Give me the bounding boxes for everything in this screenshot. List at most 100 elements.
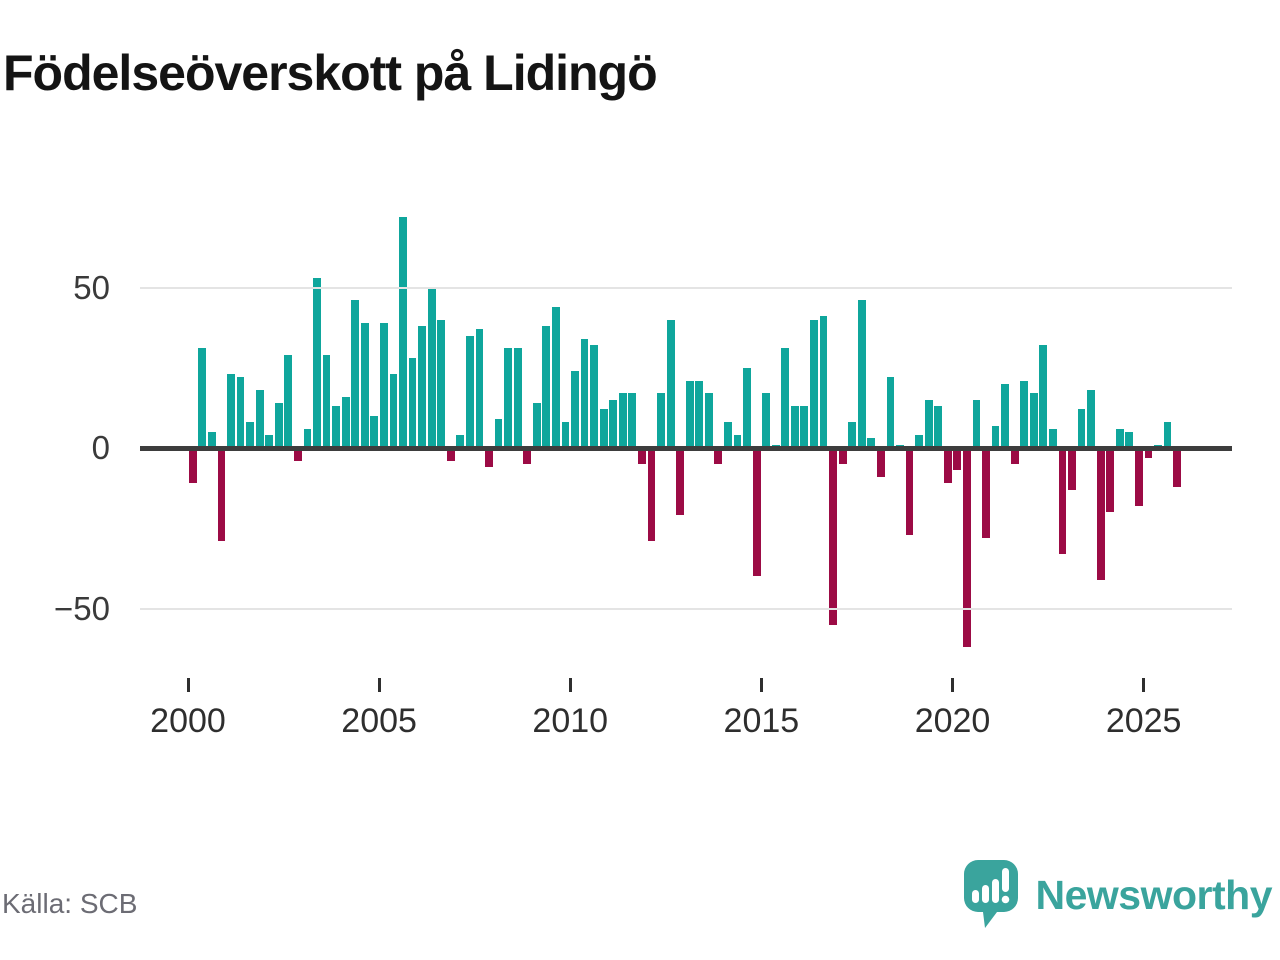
bar-positive xyxy=(685,380,694,448)
x-axis-label: 2000 xyxy=(150,702,226,740)
bar-positive xyxy=(724,422,732,448)
bar-positive xyxy=(666,319,675,448)
bar-positive xyxy=(532,403,541,448)
bar-negative xyxy=(943,448,952,484)
bar-positive xyxy=(733,435,742,448)
bar-positive xyxy=(418,326,427,448)
x-axis-label: 2020 xyxy=(914,702,991,740)
bar-positive xyxy=(790,406,799,448)
bar-positive xyxy=(494,419,503,448)
bar-positive xyxy=(1163,422,1172,448)
speech-bubble-bar-chart-icon xyxy=(963,860,1018,928)
bar-positive xyxy=(743,367,751,448)
bar-positive xyxy=(991,425,1000,448)
bar-negative xyxy=(485,448,493,468)
bar-positive xyxy=(571,370,579,448)
bar-negative xyxy=(1096,448,1105,580)
bar-positive xyxy=(1001,383,1009,448)
chart-title: Födelseöverskott på Lidingö xyxy=(3,45,658,101)
bar-negative xyxy=(1068,448,1076,490)
bar-positive xyxy=(360,322,369,448)
bar-positive xyxy=(628,393,637,448)
bar-positive xyxy=(857,300,866,448)
bar-positive xyxy=(380,322,388,448)
bar-positive xyxy=(590,345,599,448)
bar-negative xyxy=(829,448,837,625)
bar-positive xyxy=(313,277,321,448)
bar-positive xyxy=(265,435,274,448)
bar-negative xyxy=(962,448,971,648)
gridline-50 xyxy=(140,286,1232,289)
bar-positive xyxy=(618,393,627,448)
x-axis-label: 2010 xyxy=(532,702,609,740)
bar-negative xyxy=(982,448,990,538)
bar-positive xyxy=(542,326,551,448)
newsworthy-logo: Newsworthy xyxy=(963,860,1273,930)
x-axis-tick xyxy=(186,678,190,692)
x-axis-label: 2005 xyxy=(341,702,417,740)
bar-positive xyxy=(972,399,981,448)
bar-negative xyxy=(647,448,656,542)
bar-positive xyxy=(810,319,818,448)
bar-positive xyxy=(255,390,264,448)
bar-negative xyxy=(1134,448,1143,506)
bar-positive xyxy=(599,409,608,448)
bar-negative xyxy=(188,448,197,484)
bar-negative xyxy=(293,448,302,461)
bar-positive xyxy=(198,348,207,448)
bar-negative xyxy=(446,448,455,461)
x-axis-tick xyxy=(377,678,381,692)
bar-positive xyxy=(303,428,312,448)
bar-positive xyxy=(1077,409,1086,448)
x-axis-label: 2025 xyxy=(1105,702,1182,740)
bar-positive xyxy=(609,399,618,448)
bar-positive xyxy=(246,422,254,448)
bar-positive xyxy=(437,319,446,448)
brand-name: Newsworthy xyxy=(1035,872,1273,918)
bar-positive xyxy=(704,393,713,448)
bar-negative xyxy=(905,448,914,535)
bar-positive xyxy=(1029,393,1038,448)
bar-positive xyxy=(1087,390,1095,448)
bar-positive xyxy=(886,377,895,448)
bar-positive xyxy=(848,422,857,448)
bar-positive xyxy=(475,329,484,448)
bar-negative xyxy=(1106,448,1115,513)
x-axis-tick xyxy=(1142,678,1146,692)
source-note: Källa: SCB xyxy=(2,888,138,919)
bar-positive xyxy=(924,399,933,448)
bar-positive xyxy=(819,316,828,448)
bar-positive xyxy=(370,415,379,448)
bar-positive xyxy=(513,348,522,448)
bar-positive xyxy=(552,306,560,448)
bar-positive xyxy=(207,431,216,448)
bar-positive xyxy=(389,374,398,448)
bar-positive xyxy=(915,435,923,448)
bar-positive xyxy=(1115,428,1124,448)
bar-positive xyxy=(762,393,771,448)
bar-positive xyxy=(351,300,360,448)
bar-positive xyxy=(695,380,704,448)
bar-negative xyxy=(1010,448,1019,465)
bar-positive xyxy=(504,348,513,448)
bar-positive xyxy=(456,435,465,448)
bar-positive xyxy=(657,393,665,448)
bar-positive xyxy=(1020,380,1029,448)
bar-positive xyxy=(341,396,350,448)
bar-positive xyxy=(1048,428,1057,448)
y-axis-label: −50 xyxy=(54,589,110,627)
bar-positive xyxy=(580,338,589,448)
bar-positive xyxy=(1125,431,1134,448)
bar-negative xyxy=(953,448,962,471)
bar-negative xyxy=(876,448,885,477)
bar-positive xyxy=(274,403,283,448)
gridline-−50 xyxy=(140,607,1232,610)
bar-positive xyxy=(466,335,474,448)
bar-negative xyxy=(676,448,685,516)
y-axis-label: 50 xyxy=(73,268,110,306)
bar-positive xyxy=(322,354,331,448)
bar-negative xyxy=(838,448,847,465)
x-axis-tick xyxy=(568,678,572,692)
